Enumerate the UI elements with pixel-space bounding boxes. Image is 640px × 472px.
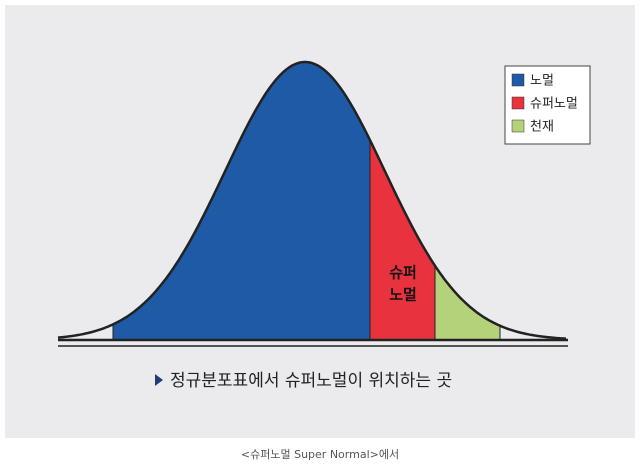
bell-curve (57, 60, 567, 341)
source-caption: <슈퍼노멀 Super Normal>에서 (241, 448, 399, 461)
legend-swatch (511, 119, 525, 133)
figure-caption: 정규분포표에서 슈퍼노멀이 위치하는 곳 (170, 371, 452, 391)
legend-label: 천재 (530, 120, 554, 135)
legend-label: 노멀 (530, 74, 554, 89)
caption-marker (155, 374, 163, 386)
legend-swatch (511, 73, 525, 87)
region-label: 노멀 (389, 286, 417, 304)
legend-label: 슈퍼노멀 (530, 97, 578, 112)
legend-swatch (511, 96, 525, 110)
region-label: 슈퍼 (389, 264, 417, 282)
curve-outline (57, 60, 567, 340)
